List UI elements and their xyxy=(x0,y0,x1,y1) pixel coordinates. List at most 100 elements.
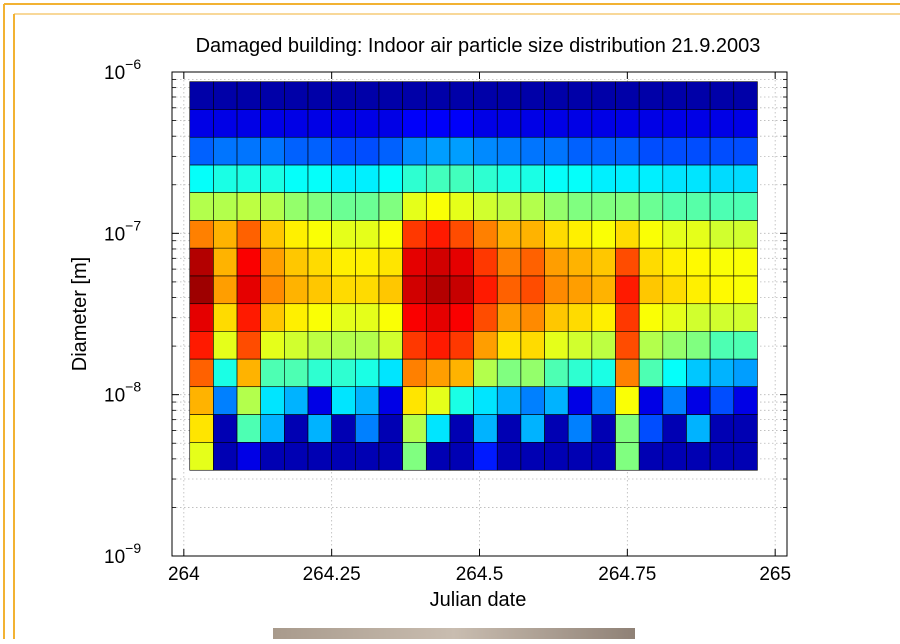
heatmap-cell xyxy=(284,81,309,110)
heatmap-cell xyxy=(709,414,735,443)
heatmap-cell xyxy=(189,442,214,471)
heatmap-cell xyxy=(284,414,309,443)
heatmap-cell xyxy=(733,136,758,166)
heatmap-cell xyxy=(567,109,593,138)
heatmap-cell xyxy=(520,109,545,138)
heatmap-cell xyxy=(284,136,309,166)
heatmap-cell xyxy=(662,164,687,193)
heatmap-cell xyxy=(567,442,593,471)
heatmap-cell xyxy=(331,247,356,277)
heatmap-cell xyxy=(355,220,380,249)
heatmap-cell xyxy=(591,386,616,415)
heatmap-cell xyxy=(402,164,427,193)
heatmap-cell xyxy=(473,220,498,249)
heatmap-cell xyxy=(355,81,380,110)
heatmap-cell xyxy=(496,220,522,249)
heatmap-cell xyxy=(425,136,451,166)
heatmap-cell xyxy=(496,331,522,360)
heatmap-cell xyxy=(402,220,427,249)
heatmap-cell xyxy=(449,303,474,332)
heatmap-cell xyxy=(236,247,262,277)
heatmap-cell xyxy=(260,414,285,443)
heatmap-cell xyxy=(260,386,285,415)
heatmap-cell xyxy=(355,247,380,277)
heatmap-cell xyxy=(567,303,593,332)
heatmap-cell xyxy=(402,331,427,360)
y-tick-label: 10−7 xyxy=(104,217,141,245)
heatmap-cell xyxy=(709,109,735,138)
heatmap-cell xyxy=(591,275,616,305)
heatmap-cell xyxy=(378,192,403,221)
heatmap-cell xyxy=(520,247,545,277)
heatmap-cell xyxy=(544,442,569,471)
heatmap-cell xyxy=(638,81,664,110)
heatmap-cell xyxy=(355,386,380,415)
heatmap-cell xyxy=(544,164,569,193)
heatmap-cell xyxy=(638,386,664,415)
heatmap-cell xyxy=(638,358,664,388)
heatmap-cell xyxy=(449,331,474,360)
heatmap-cell xyxy=(638,414,664,443)
heatmap-cell xyxy=(544,331,569,360)
heatmap-cell xyxy=(213,442,238,471)
heatmap-cell xyxy=(307,136,332,166)
heatmap-cell xyxy=(496,386,522,415)
heatmap-cell xyxy=(709,81,735,110)
heatmap-cell xyxy=(213,192,238,221)
y-tick-label: 10−9 xyxy=(104,540,141,568)
heatmap-cell xyxy=(425,331,451,360)
heatmap-cell xyxy=(662,442,687,471)
heatmap-cell xyxy=(520,136,545,166)
heatmap-cell xyxy=(189,303,214,332)
heatmap-cell xyxy=(331,220,356,249)
y-axis-label: Diameter [m] xyxy=(69,257,91,371)
heatmap-cell xyxy=(544,414,569,443)
heatmap-cell xyxy=(355,358,380,388)
heatmap-cell xyxy=(686,358,711,388)
heatmap-cell xyxy=(425,192,451,221)
heatmap-cell xyxy=(378,136,403,166)
heatmap-cell xyxy=(615,386,640,415)
heatmap-cell xyxy=(425,247,451,277)
heatmap-cell xyxy=(473,109,498,138)
heatmap-cell xyxy=(189,275,214,305)
heatmap-cell xyxy=(686,331,711,360)
x-tick-label: 264 xyxy=(168,564,200,585)
heatmap-cell xyxy=(473,81,498,110)
heatmap-cell xyxy=(307,220,332,249)
heatmap-cell xyxy=(496,414,522,443)
heatmap-cell xyxy=(591,303,616,332)
heatmap-cell xyxy=(260,81,285,110)
heatmap-cell xyxy=(331,331,356,360)
heatmap-cell xyxy=(615,136,640,166)
heatmap-cell xyxy=(733,81,758,110)
heatmap-cell xyxy=(189,136,214,166)
heatmap-cell xyxy=(544,247,569,277)
heatmap-cell xyxy=(709,275,735,305)
heatmap-cell xyxy=(473,414,498,443)
heatmap-cell xyxy=(686,414,711,443)
heatmap-cell xyxy=(615,247,640,277)
heatmap-cell xyxy=(733,220,758,249)
heatmap-cell xyxy=(355,303,380,332)
heatmap-cell xyxy=(260,136,285,166)
heatmap-cell xyxy=(331,303,356,332)
heatmap-cell xyxy=(615,414,640,443)
heatmap-cell xyxy=(236,358,262,388)
heatmap-cell xyxy=(662,220,687,249)
heatmap-cell xyxy=(284,303,309,332)
heatmap-cell xyxy=(733,386,758,415)
heatmap-cell xyxy=(213,164,238,193)
heatmap-cell xyxy=(331,164,356,193)
heatmap-cell xyxy=(378,303,403,332)
heatmap-cell xyxy=(402,192,427,221)
heatmap-cell xyxy=(496,81,522,110)
heatmap-cell xyxy=(284,109,309,138)
heatmap-cell xyxy=(189,164,214,193)
heatmap-cell xyxy=(733,303,758,332)
heatmap-cell xyxy=(544,220,569,249)
heatmap-cell xyxy=(662,192,687,221)
heatmap-cell xyxy=(662,358,687,388)
heatmap-cell xyxy=(378,220,403,249)
